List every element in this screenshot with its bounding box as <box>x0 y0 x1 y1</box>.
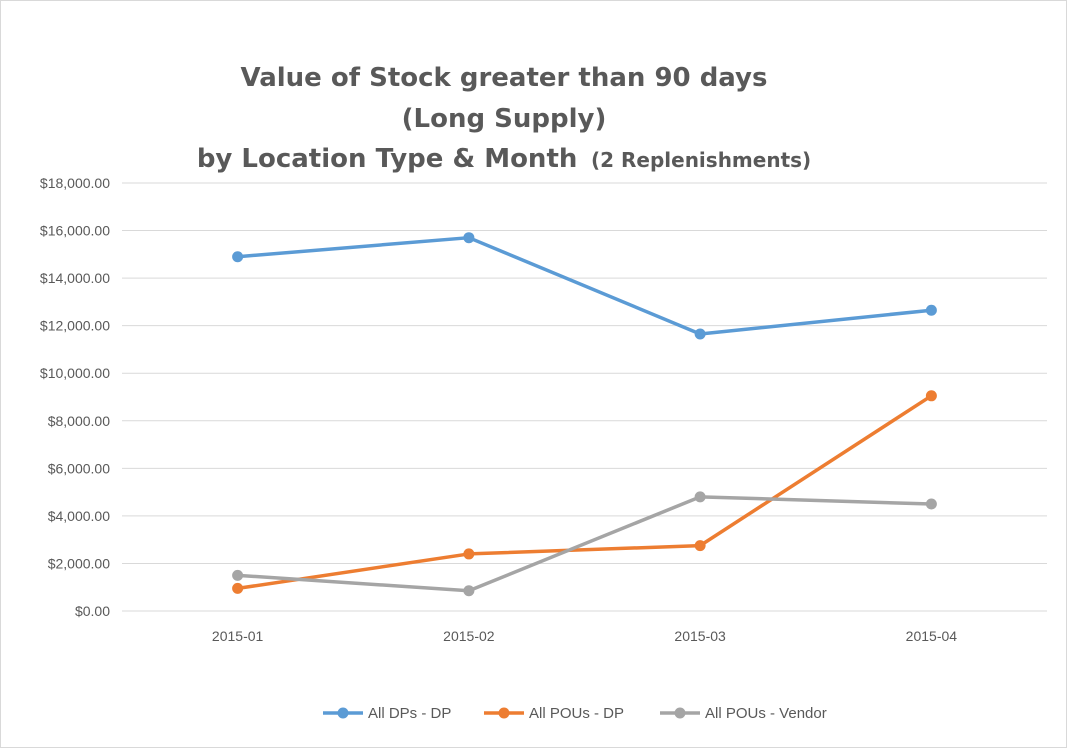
legend-dot-marker <box>498 707 510 719</box>
y-tick-label: $4,000.00 <box>48 508 110 524</box>
y-tick-label: $6,000.00 <box>48 460 110 476</box>
data-point <box>463 548 475 560</box>
x-tick-label: 2015-01 <box>212 628 264 644</box>
legend-item: All POUs - Vendor <box>660 705 827 722</box>
data-point <box>694 491 706 503</box>
data-point <box>694 328 706 340</box>
y-tick-label: $8,000.00 <box>48 413 110 429</box>
legend-dot-marker <box>337 707 349 719</box>
x-tick-label: 2015-02 <box>443 628 495 644</box>
chart-title-line-1: Value of Stock greater than 90 days <box>241 63 768 93</box>
data-point <box>925 390 937 402</box>
series-1 <box>232 232 937 340</box>
y-tick-label: $10,000.00 <box>40 365 110 381</box>
series-2 <box>232 390 937 594</box>
series-3 <box>232 491 937 597</box>
legend-item: All POUs - DP <box>484 705 624 722</box>
series-lines <box>232 232 937 597</box>
y-tick-label: $16,000.00 <box>40 223 110 239</box>
data-point <box>232 251 244 263</box>
y-tick-label: $18,000.00 <box>40 175 110 191</box>
series-line <box>235 394 934 591</box>
x-tick-label: 2015-03 <box>674 628 726 644</box>
legend-dot-marker <box>674 707 686 719</box>
data-point <box>925 498 937 510</box>
chart-title-line-3-main: by Location Type & Month <box>197 144 578 174</box>
legend-label: All POUs - DP <box>529 705 624 722</box>
y-tick-label: $0.00 <box>75 603 110 619</box>
chart-title-line-3-sub: (2 Replenishments) <box>591 148 811 172</box>
y-axis-labels: $0.00 $2,000.00 $4,000.00 $6,000.00 $8,000.0… <box>40 175 110 619</box>
y-tick-label: $12,000.00 <box>40 318 110 334</box>
legend-label: All DPs - DP <box>368 705 451 722</box>
data-point <box>463 585 475 597</box>
chart-title-line-3: by Location Type & Month (2 Replenishmen… <box>197 144 811 174</box>
chart-title-line-2: (Long Supply) <box>402 104 607 134</box>
gridlines <box>122 182 1047 612</box>
data-point <box>925 304 937 316</box>
x-axis-labels: 2015-01 2015-02 2015-03 2015-04 <box>212 628 957 644</box>
series-line <box>235 235 934 336</box>
legend-item: All DPs - DP <box>323 705 451 722</box>
data-point <box>232 569 244 581</box>
y-tick-label: $2,000.00 <box>48 555 110 571</box>
data-point <box>232 582 244 594</box>
data-point <box>694 540 706 552</box>
legend: All DPs - DP All POUs - DP All POUs - Vend… <box>323 705 827 722</box>
data-point <box>463 232 475 244</box>
x-tick-label: 2015-04 <box>906 628 958 644</box>
chart-title: Value of Stock greater than 90 days (Lon… <box>197 63 811 174</box>
legend-label: All POUs - Vendor <box>705 705 827 722</box>
y-tick-label: $14,000.00 <box>40 270 110 286</box>
series-line <box>235 495 934 593</box>
